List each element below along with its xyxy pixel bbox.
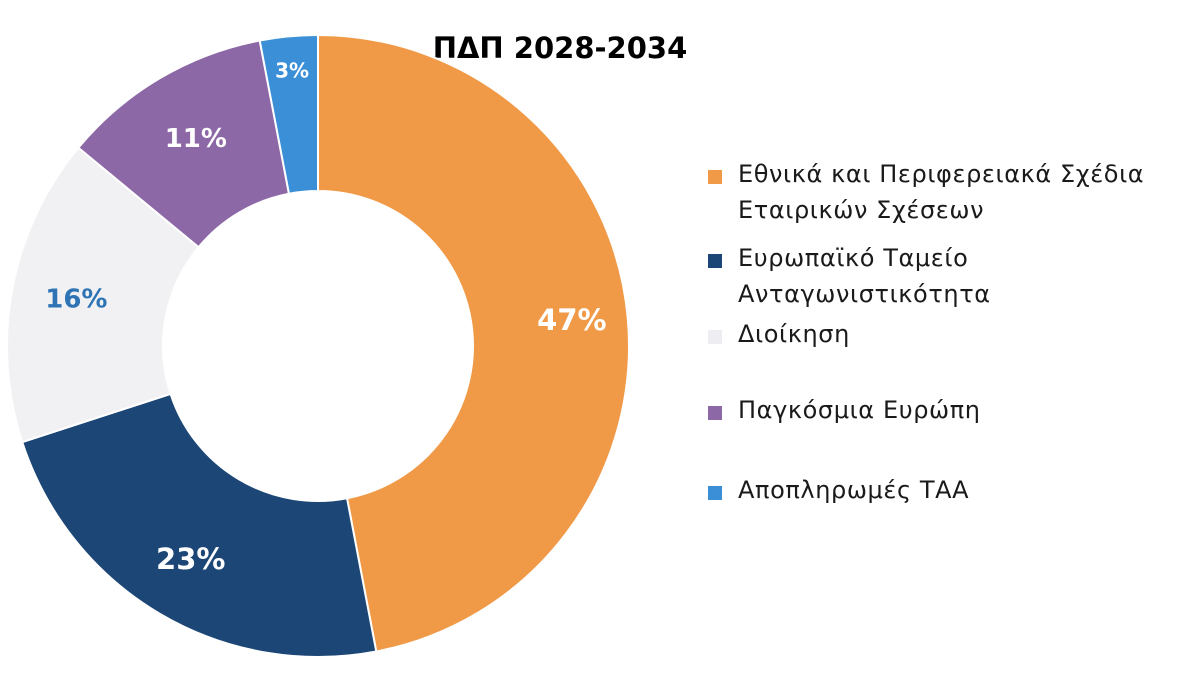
donut-slices: [6, 33, 630, 658]
legend-swatch: [708, 330, 722, 344]
slice-labels: 47% 23% 16% 11% 3%: [45, 59, 606, 576]
legend-label: Διοίκηση: [738, 320, 850, 348]
legend-label: Ευρωπαϊκό Ταμείο Ανταγωνιστικότητα: [738, 244, 991, 308]
slice-data-label: 23%: [156, 542, 225, 576]
donut-slice: [6, 146, 200, 444]
legend-label: Παγκόσμια Ευρώπη: [738, 396, 981, 424]
legend-label: Αποπληρωμές ΤΑΑ: [738, 476, 970, 504]
slice-data-label: 16%: [45, 284, 107, 314]
legend-label: Εθνικά και Περιφερειακά Σχέδια Εταιρικών …: [738, 160, 1145, 224]
donut-slice: [317, 33, 630, 653]
slice-data-label: 47%: [537, 303, 606, 337]
donut-slice: [258, 33, 319, 195]
legend-swatch: [708, 170, 722, 184]
legend-swatch: [708, 254, 722, 268]
chart-title: ΠΔΠ 2028-2034: [433, 31, 688, 65]
legend-swatch: [708, 406, 722, 420]
slice-data-label: 3%: [275, 59, 309, 83]
donut-slice: [20, 392, 378, 658]
legend-swatch: [708, 486, 722, 500]
slice-data-label: 11%: [165, 124, 227, 154]
